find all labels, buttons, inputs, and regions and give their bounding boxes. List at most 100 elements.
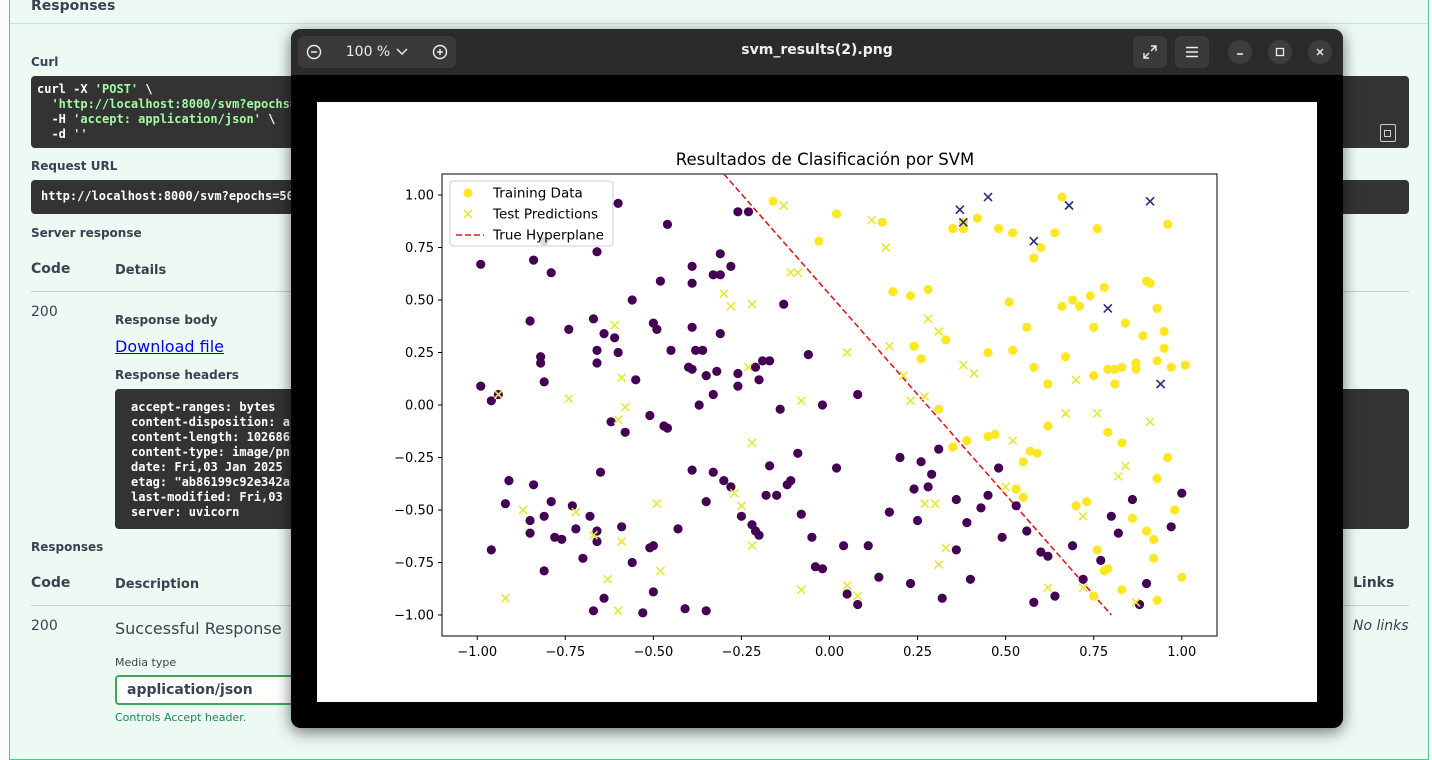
test-marker-stroke [934, 326, 944, 337]
training-point-class1 [1159, 343, 1169, 353]
training-point-class1 [1029, 253, 1039, 263]
test-marker-stroke [747, 299, 757, 309]
test-marker-stroke [729, 488, 739, 498]
test-prediction-class1 [786, 268, 796, 278]
test-marker-stroke [1071, 375, 1081, 385]
training-point-class0 [606, 417, 616, 427]
training-point-class1 [1036, 242, 1046, 253]
training-point-class0 [648, 541, 658, 551]
training-point-class0 [701, 497, 711, 507]
training-point-class0 [610, 333, 620, 343]
training-point-class0 [765, 356, 775, 366]
training-point-class1 [1138, 331, 1148, 341]
training-point-class1 [1141, 526, 1152, 536]
training-point-class1 [1085, 291, 1095, 301]
training-point-class0 [698, 345, 708, 355]
response-code: 200 [31, 618, 58, 634]
training-point-class1 [1103, 364, 1113, 374]
test-prediction-class1 [719, 289, 729, 299]
training-point-class0 [648, 587, 658, 597]
test-prediction-class1 [617, 373, 627, 383]
zoom-controls: 100 % [298, 36, 456, 68]
training-point-class1 [768, 196, 778, 206]
training-point-class0 [539, 377, 549, 387]
x-tick-label: 0.00 [815, 645, 844, 660]
training-point-class1 [958, 224, 968, 234]
test-prediction-class1 [930, 499, 940, 509]
test-prediction-class1 [747, 299, 757, 309]
training-point-class1 [983, 431, 993, 442]
training-point-class0 [539, 566, 549, 576]
test-marker-stroke [655, 566, 665, 576]
training-point-class0 [927, 469, 937, 479]
test-prediction-class1 [1001, 482, 1011, 492]
training-point-class1 [923, 284, 933, 295]
training-point-class0 [627, 295, 637, 305]
training-point-class0 [662, 423, 673, 433]
test-marker-stroke [518, 505, 528, 515]
minimize-button[interactable] [1228, 40, 1252, 64]
training-point-class0 [909, 484, 919, 494]
training-point-class1 [831, 209, 842, 219]
training-point-class1 [877, 217, 887, 227]
training-point-class0 [599, 593, 609, 603]
training-point-class1 [948, 442, 958, 452]
training-point-class1 [1008, 228, 1018, 238]
training-point-class1 [1099, 566, 1109, 576]
test-prediction-class1 [1060, 408, 1071, 418]
x-tick-label: −0.75 [545, 645, 585, 660]
training-point-class0 [1141, 578, 1152, 589]
training-point-class1 [1163, 219, 1173, 229]
test-prediction-class1 [934, 326, 944, 337]
test-prediction-class1 [1120, 461, 1130, 471]
training-point-class0 [1036, 547, 1046, 557]
training-point-class0 [863, 541, 873, 551]
test-marker-stroke [571, 507, 581, 517]
maximize-button[interactable] [1268, 40, 1292, 64]
training-point-class0 [905, 578, 916, 589]
zoom-out-button[interactable] [298, 36, 330, 68]
download-file-link[interactable]: Download file [115, 337, 224, 356]
y-tick-label: −1.00 [394, 609, 434, 624]
training-point-class0 [687, 465, 697, 475]
training-point-class1 [1029, 362, 1039, 372]
training-point-class0 [557, 534, 567, 544]
test-prediction-class1 [743, 362, 754, 372]
test-prediction-class1 [1145, 417, 1155, 427]
test-prediction-class1 [853, 591, 863, 601]
copy-to-clipboard-icon[interactable] [1380, 124, 1396, 142]
test-marker-stroke [1113, 471, 1123, 481]
training-point-class1 [1180, 360, 1190, 370]
training-point-class0 [983, 490, 993, 500]
training-point-class0 [934, 444, 944, 454]
image-viewer-window: 100 % svm_results(2).png Resultados de C… [291, 29, 1343, 728]
legend-test-marker [463, 209, 473, 219]
training-point-class0 [937, 593, 947, 603]
training-point-class0 [951, 545, 961, 555]
training-point-class0 [592, 247, 602, 257]
training-point-class1 [1163, 452, 1173, 463]
test-prediction-class1 [588, 530, 599, 540]
fullscreen-button[interactable] [1133, 36, 1167, 68]
training-point-class0 [997, 532, 1007, 542]
test-marker-stroke [617, 373, 627, 383]
training-point-class0 [951, 494, 961, 505]
media-type-select[interactable]: application/json [115, 675, 305, 705]
training-point-class0 [546, 497, 556, 507]
test-marker-stroke [613, 606, 623, 616]
main-menu-button[interactable] [1175, 36, 1209, 68]
test-prediction-class1 [571, 507, 581, 517]
training-point-class0 [662, 219, 673, 229]
training-point-class0 [617, 522, 627, 532]
test-marker-stroke [853, 591, 863, 601]
test-marker-stroke [786, 268, 796, 278]
close-button[interactable] [1308, 40, 1332, 64]
zoom-in-button[interactable] [424, 36, 456, 68]
x-tick-label: 0.75 [1079, 645, 1108, 660]
legend-test-label: Test Predictions [492, 207, 598, 223]
training-point-class0 [754, 375, 764, 385]
training-point-class1 [1004, 297, 1014, 307]
training-point-class0 [976, 503, 986, 513]
zoom-level-dropdown[interactable]: 100 % [334, 36, 420, 68]
training-point-class0 [652, 324, 662, 334]
